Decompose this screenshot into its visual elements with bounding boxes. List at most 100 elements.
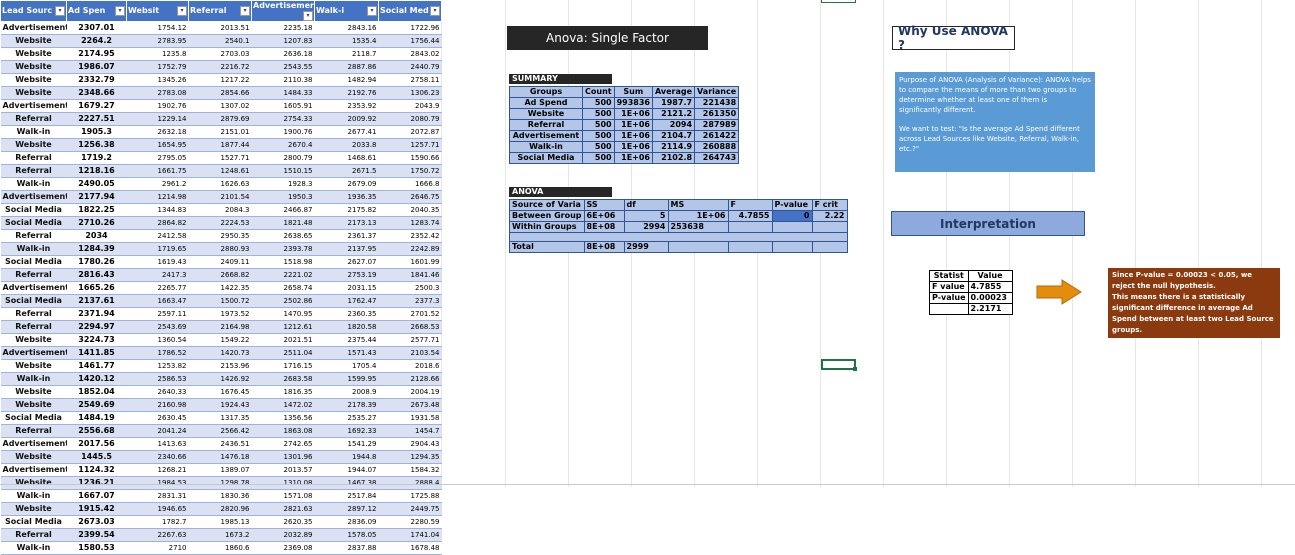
table-cell[interactable]: 1578.05 xyxy=(314,528,379,542)
anova-header-cell[interactable]: F xyxy=(727,199,773,211)
column-header[interactable]: Advertisemer ▾ xyxy=(251,0,315,22)
stat-header-cell[interactable]: Statist xyxy=(929,270,969,282)
table-cell[interactable]: 2412.58 xyxy=(126,229,189,243)
table-cell[interactable]: 1298.78 xyxy=(188,476,252,490)
anova-cell[interactable]: 2.22 xyxy=(811,210,848,222)
table-cell[interactable]: 1535.4 xyxy=(314,34,379,48)
table-cell[interactable]: 1212.61 xyxy=(251,320,315,334)
lead-source-cell[interactable]: Website xyxy=(0,450,67,464)
table-cell[interactable]: 1821.48 xyxy=(251,216,315,230)
summary-cell[interactable]: 500 xyxy=(582,130,615,142)
table-cell[interactable]: 1294.35 xyxy=(378,450,442,464)
table-cell[interactable]: 1445.5 xyxy=(66,450,127,464)
table-cell[interactable]: 2671.5 xyxy=(314,164,379,178)
table-cell[interactable]: 1217.22 xyxy=(188,73,252,87)
table-cell[interactable]: 2753.19 xyxy=(314,268,379,282)
table-cell[interactable]: 2586.53 xyxy=(126,372,189,386)
table-cell[interactable]: 2620.35 xyxy=(251,515,315,529)
anova-cell[interactable]: 8E+08 xyxy=(583,241,625,253)
table-cell[interactable]: 1719.65 xyxy=(126,242,189,256)
table-cell[interactable]: 2638.65 xyxy=(251,229,315,243)
table-cell[interactable]: 1716.15 xyxy=(251,359,315,373)
table-cell[interactable]: 2353.92 xyxy=(314,99,379,113)
table-cell[interactable]: 1946.65 xyxy=(126,502,189,516)
table-cell[interactable]: 1741.04 xyxy=(378,528,442,542)
stat-cell[interactable]: 0.00023 xyxy=(967,292,1013,304)
stat-header-cell[interactable]: Value xyxy=(967,270,1013,282)
table-cell[interactable]: 2280.59 xyxy=(378,515,442,529)
table-cell[interactable]: 1667.07 xyxy=(66,489,127,503)
table-cell[interactable]: 2013.57 xyxy=(251,463,315,477)
table-cell[interactable]: 1235.8 xyxy=(126,47,189,61)
table-cell[interactable]: 1626.63 xyxy=(188,177,252,191)
filter-dropdown-icon[interactable]: ▾ xyxy=(303,11,313,21)
table-cell[interactable]: 2004.19 xyxy=(378,385,442,399)
table-cell[interactable]: 2436.51 xyxy=(188,437,252,451)
table-cell[interactable]: 1284.39 xyxy=(66,242,127,256)
table-cell[interactable]: 1719.2 xyxy=(66,151,127,165)
lead-source-cell[interactable]: Walk-in xyxy=(0,242,67,256)
table-cell[interactable]: 1852.04 xyxy=(66,385,127,399)
anova-cell[interactable]: 4.7855 xyxy=(727,210,773,222)
table-cell[interactable]: 1985.13 xyxy=(188,515,252,529)
lead-source-cell[interactable]: Walk-in xyxy=(0,372,67,386)
column-header[interactable]: Websit ▾ xyxy=(126,0,189,22)
table-cell[interactable]: 2854.66 xyxy=(188,86,252,100)
table-cell[interactable]: 1248.61 xyxy=(188,164,252,178)
table-cell[interactable]: 2864.82 xyxy=(126,216,189,230)
table-cell[interactable]: 1905.3 xyxy=(66,125,127,139)
summary-cell[interactable]: 500 xyxy=(582,108,615,120)
table-cell[interactable]: 1283.74 xyxy=(378,216,442,230)
table-cell[interactable]: 1877.44 xyxy=(188,138,252,152)
stat-cell[interactable]: 2.2171 xyxy=(967,303,1013,315)
table-cell[interactable]: 1500.72 xyxy=(188,294,252,308)
table-cell[interactable]: 1345.26 xyxy=(126,73,189,87)
table-cell[interactable]: 2630.45 xyxy=(126,411,189,425)
summary-header-cell[interactable]: Count xyxy=(582,86,615,98)
table-cell[interactable]: 2597.11 xyxy=(126,307,189,321)
table-cell[interactable]: 2371.94 xyxy=(66,307,127,321)
table-cell[interactable]: 2137.95 xyxy=(314,242,379,256)
table-cell[interactable]: 2577.71 xyxy=(378,333,442,347)
table-cell[interactable]: 1679.27 xyxy=(66,99,127,113)
table-cell[interactable]: 1936.35 xyxy=(314,190,379,204)
table-cell[interactable]: 2887.86 xyxy=(314,60,379,74)
table-cell[interactable]: 2018.6 xyxy=(378,359,442,373)
table-cell[interactable]: 2017.56 xyxy=(66,437,127,451)
lead-source-cell[interactable]: Referral xyxy=(0,164,67,178)
table-cell[interactable]: 2517.84 xyxy=(314,489,379,503)
lead-source-cell[interactable]: Social Media xyxy=(0,255,67,269)
table-cell[interactable]: 2816.43 xyxy=(66,268,127,282)
lead-source-cell[interactable]: Website xyxy=(0,398,67,412)
table-cell[interactable]: 2783.95 xyxy=(126,34,189,48)
table-cell[interactable]: 2632.18 xyxy=(126,125,189,139)
table-cell[interactable]: 2409.11 xyxy=(188,255,252,269)
table-cell[interactable]: 1924.43 xyxy=(188,398,252,412)
table-cell[interactable]: 2897.12 xyxy=(314,502,379,516)
table-cell[interactable]: 1950.3 xyxy=(251,190,315,204)
table-cell[interactable]: 1830.36 xyxy=(188,489,252,503)
table-cell[interactable]: 2800.79 xyxy=(251,151,315,165)
table-cell[interactable]: 2417.3 xyxy=(126,268,189,282)
table-cell[interactable]: 2307.01 xyxy=(66,21,127,35)
table-cell[interactable]: 1928.3 xyxy=(251,177,315,191)
table-cell[interactable]: 2221.02 xyxy=(251,268,315,282)
anova-cell[interactable]: 6E+06 xyxy=(583,210,625,222)
table-cell[interactable]: 2294.97 xyxy=(66,320,127,334)
table-cell[interactable]: 2502.86 xyxy=(251,294,315,308)
table-cell[interactable]: 1665.26 xyxy=(66,281,127,295)
summary-cell[interactable]: 287989 xyxy=(694,119,740,131)
table-cell[interactable]: 2369.08 xyxy=(251,541,315,555)
summary-cell[interactable]: Social Media xyxy=(509,152,583,164)
table-cell[interactable]: 1476.18 xyxy=(188,450,252,464)
table-cell[interactable]: 2646.75 xyxy=(378,190,442,204)
lead-source-cell[interactable]: Advertisement xyxy=(0,99,67,113)
table-cell[interactable]: 2950.35 xyxy=(188,229,252,243)
anova-cell[interactable]: Within Groups xyxy=(509,221,585,233)
lead-source-cell[interactable]: Website xyxy=(0,86,67,100)
table-cell[interactable]: 1389.07 xyxy=(188,463,252,477)
anova-cell[interactable] xyxy=(727,221,773,233)
summary-header-cell[interactable]: Groups xyxy=(509,86,583,98)
table-cell[interactable]: 2758.11 xyxy=(378,73,442,87)
anova-cell[interactable]: 8E+08 xyxy=(583,221,625,233)
